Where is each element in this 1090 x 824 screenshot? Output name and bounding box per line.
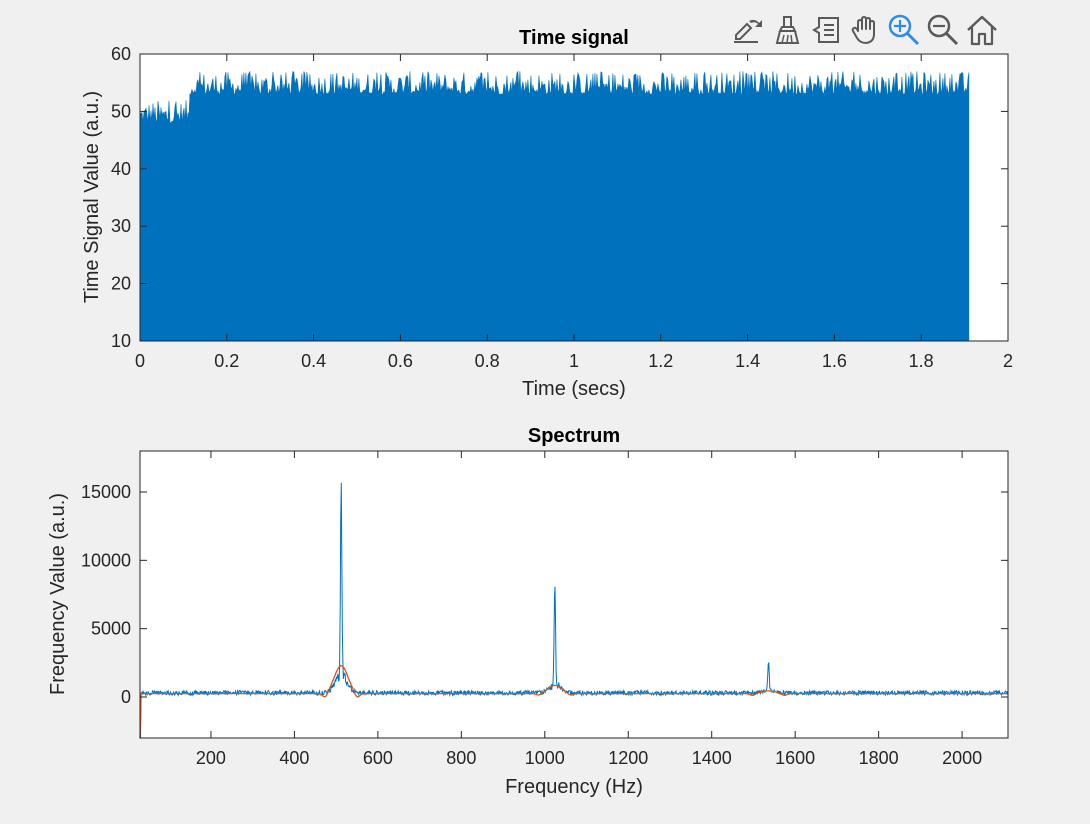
x-tick-label: 800 — [446, 748, 476, 768]
x-tick-label: 400 — [279, 748, 309, 768]
x-tick-label: 0.8 — [475, 351, 500, 371]
zoom-out-icon — [927, 14, 958, 46]
y-tick-label: 15000 — [81, 482, 131, 502]
x-tick-label: 1800 — [859, 748, 899, 768]
zoom-in-button[interactable] — [884, 12, 923, 48]
x-tick-label: 0.6 — [388, 351, 413, 371]
time-signal-xlabel: Time (secs) — [522, 378, 626, 400]
time-signal-ylabel: Time Signal Value (a.u.) — [81, 91, 103, 303]
datatip-icon — [811, 17, 839, 43]
y-tick-label: 0 — [121, 687, 131, 707]
y-tick-label: 10000 — [81, 550, 131, 570]
home-icon — [966, 15, 997, 46]
export-icon — [733, 19, 762, 43]
x-tick-label: 2 — [1003, 351, 1013, 371]
x-tick-label: 1400 — [692, 748, 732, 768]
brush-icon — [775, 16, 799, 44]
y-tick-label: 5000 — [91, 619, 131, 639]
spectrum-title: Spectrum — [528, 425, 620, 447]
brush-button[interactable] — [767, 12, 806, 48]
x-tick-label: 1.2 — [648, 351, 673, 371]
spectrum-axes[interactable]: 200 400 600 800 1000 1200 1400 1600 1800 2000 0 50… — [47, 425, 1009, 798]
y-tick-label: 30 — [111, 216, 131, 236]
datatip-button[interactable] — [806, 12, 845, 48]
pan-icon — [851, 16, 875, 44]
x-tick-label: 200 — [196, 748, 226, 768]
home-button[interactable] — [962, 12, 1001, 48]
x-tick-label: 1.6 — [822, 351, 847, 371]
pan-button[interactable] — [845, 12, 884, 48]
time-signal-series — [139, 70, 970, 342]
x-tick-label: 1000 — [525, 748, 565, 768]
x-tick-label: 0 — [135, 351, 145, 371]
y-tick-label: 10 — [111, 331, 131, 351]
x-tick-label: 1 — [569, 351, 579, 371]
x-tick-label: 1600 — [775, 748, 815, 768]
y-tick-label: 60 — [111, 44, 131, 64]
spectrum-ylabel: Frequency Value (a.u.) — [47, 493, 69, 695]
spectrum-series-smoothed — [139, 664, 1008, 739]
zoom-in-icon — [888, 14, 919, 46]
x-tick-label: 0.4 — [301, 351, 326, 371]
y-tick-label: 50 — [111, 101, 131, 121]
time-signal-title: Time signal — [519, 27, 629, 49]
spectrum-xlabel: Frequency (Hz) — [505, 776, 643, 798]
y-tick-label: 40 — [111, 159, 131, 179]
x-tick-label: 1.4 — [735, 351, 760, 371]
x-tick-label: 2000 — [942, 748, 982, 768]
export-button[interactable] — [728, 12, 767, 48]
x-tick-label: 1.8 — [909, 351, 934, 371]
x-tick-label: 1200 — [608, 748, 648, 768]
y-tick-label: 20 — [111, 274, 131, 294]
time-signal-axes[interactable]: 0 0.2 0.4 0.6 0.8 1 1.2 1.4 1.6 1.8 2 10 20 30 40 50 60… — [81, 27, 1013, 400]
figure-toolbar — [728, 12, 1001, 48]
x-tick-label: 600 — [363, 748, 393, 768]
x-tick-label: 0.2 — [214, 351, 239, 371]
zoom-out-button[interactable] — [923, 12, 962, 48]
